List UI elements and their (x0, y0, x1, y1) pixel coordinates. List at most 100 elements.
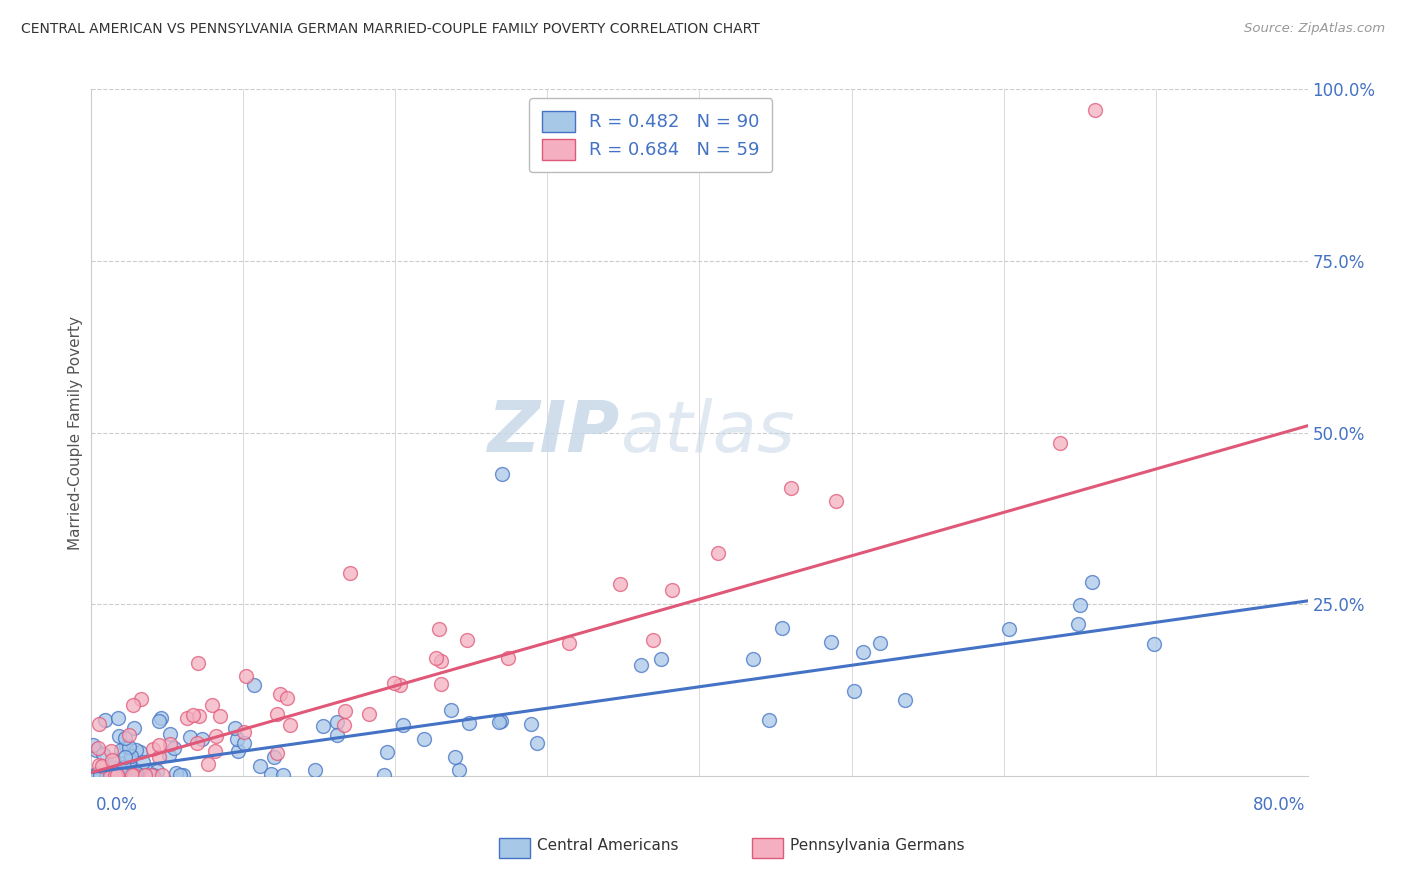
Point (179, 731, 201, 745)
Point (641, 632, 664, 647)
Point (429, 622, 451, 636)
Point (820, 635, 842, 649)
Point (558, 636, 581, 650)
Point (118, 753, 141, 767)
Point (112, 768, 135, 782)
Point (200, 698, 222, 712)
Point (249, 759, 271, 773)
Point (375, 745, 398, 759)
Point (260, 767, 283, 781)
Point (304, 763, 326, 777)
Point (191, 731, 214, 746)
Point (1069, 598, 1091, 612)
Point (758, 713, 780, 727)
Point (243, 678, 266, 692)
Point (326, 728, 349, 742)
Point (159, 727, 181, 741)
Point (142, 768, 165, 782)
Point (148, 714, 170, 728)
Point (188, 708, 211, 723)
Point (235, 669, 257, 683)
Point (104, 768, 127, 782)
Point (389, 678, 412, 692)
Point (93, 747, 115, 761)
Point (197, 757, 219, 772)
Point (276, 691, 298, 706)
Point (1081, 575, 1104, 590)
Point (98, 768, 121, 782)
Point (139, 768, 162, 782)
Point (456, 633, 478, 648)
Point (105, 768, 128, 782)
Point (204, 744, 226, 758)
Point (128, 745, 150, 759)
Point (125, 742, 148, 756)
Point (842, 684, 865, 698)
Point (444, 749, 467, 764)
Point (269, 687, 291, 701)
Point (779, 481, 801, 495)
Point (707, 546, 730, 560)
Point (112, 760, 135, 774)
Point (91, 759, 114, 773)
Point (117, 758, 139, 772)
Point (121, 768, 143, 782)
Point (107, 710, 129, 724)
Point (519, 716, 541, 731)
Point (94, 768, 117, 782)
Point (266, 706, 288, 721)
Point (122, 762, 145, 776)
Point (373, 768, 395, 782)
Point (120, 748, 142, 763)
Point (162, 741, 184, 756)
Point (998, 622, 1021, 636)
Point (412, 731, 434, 746)
Point (118, 728, 141, 742)
Point (114, 731, 136, 746)
Point (205, 729, 228, 743)
Point (84, 768, 107, 782)
Y-axis label: Married-Couple Family Poverty: Married-Couple Family Poverty (67, 316, 83, 549)
Point (869, 636, 891, 650)
Text: Pennsylvania Germans: Pennsylvania Germans (790, 838, 965, 853)
Point (108, 730, 131, 744)
Point (226, 731, 249, 746)
Point (94, 713, 117, 727)
Point (1066, 617, 1088, 632)
Point (186, 737, 208, 751)
Point (382, 675, 405, 690)
Point (491, 714, 513, 728)
Point (89, 768, 111, 782)
Point (129, 691, 152, 706)
Text: Source: ZipAtlas.com: Source: ZipAtlas.com (1244, 22, 1385, 36)
Point (208, 709, 231, 723)
Point (430, 677, 453, 691)
Point (142, 742, 165, 756)
Point (100, 768, 122, 782)
Point (176, 711, 198, 725)
Point (661, 583, 683, 598)
Point (630, 657, 652, 672)
Point (145, 764, 167, 778)
Point (742, 651, 765, 665)
Point (82, 738, 104, 752)
Point (440, 703, 463, 717)
Point (1143, 637, 1166, 651)
Point (312, 719, 335, 733)
Point (159, 737, 181, 751)
Point (84, 743, 107, 757)
Point (114, 749, 136, 764)
Point (100, 768, 122, 782)
Point (103, 754, 125, 768)
Point (117, 768, 139, 782)
Point (152, 768, 174, 782)
Point (122, 698, 145, 712)
Point (357, 707, 380, 722)
Point (134, 768, 156, 782)
Text: 80.0%: 80.0% (1253, 796, 1305, 814)
Point (526, 736, 548, 750)
Point (278, 718, 301, 732)
Point (181, 707, 204, 722)
Point (149, 711, 172, 725)
Point (136, 764, 159, 778)
